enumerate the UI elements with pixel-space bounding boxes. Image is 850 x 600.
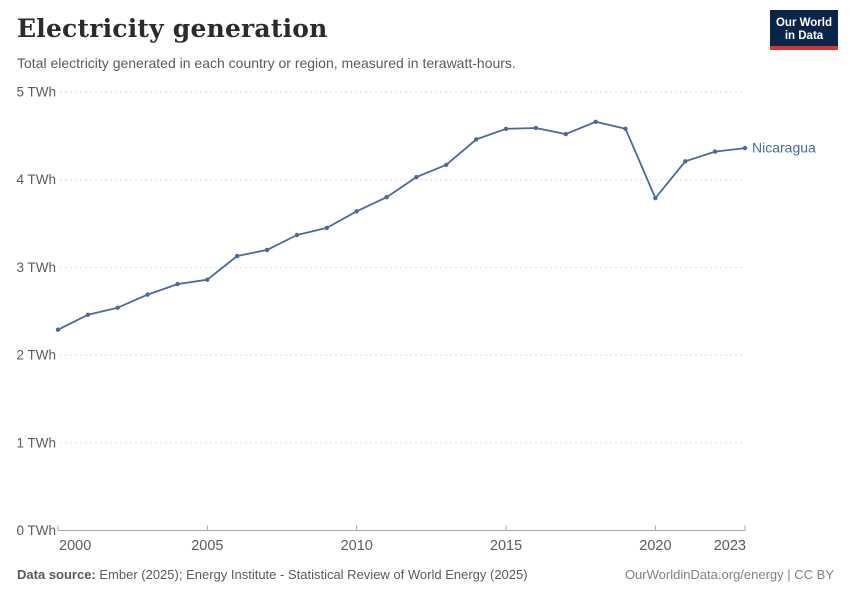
- data-point[interactable]: [474, 137, 479, 142]
- owid-logo-accent-bar: [770, 46, 838, 50]
- x-axis-label: 2020: [639, 538, 671, 554]
- chart-canvas: 0 TWh 1 TWh 2 TWh 3 TWh 4 TWh 5 TWh 2000 2005 20…: [16, 85, 816, 555]
- owid-logo[interactable]: Our World in Data: [770, 10, 838, 50]
- data-point[interactable]: [683, 159, 688, 164]
- data-point[interactable]: [235, 253, 240, 259]
- data-point[interactable]: [264, 247, 270, 253]
- data-point[interactable]: [115, 305, 120, 310]
- data-point[interactable]: [653, 195, 658, 201]
- data-point[interactable]: [55, 327, 61, 332]
- data-point[interactable]: [175, 281, 180, 287]
- data-point[interactable]: [354, 209, 359, 214]
- series-line[interactable]: [57, 120, 746, 331]
- chart-subtitle: Total electricity generated in each coun…: [17, 55, 516, 71]
- series-label[interactable]: Nicaragua: [752, 140, 816, 156]
- y-axis-label: 5 TWh: [16, 85, 56, 100]
- page-title: Electricity generation: [17, 14, 328, 43]
- data-point[interactable]: [563, 131, 568, 137]
- owid-footer-link[interactable]: OurWorldinData.org/energy | CC BY: [624, 567, 834, 582]
- data-point[interactable]: [503, 126, 509, 131]
- data-point[interactable]: [324, 225, 329, 231]
- data-point[interactable]: [444, 162, 449, 167]
- data-point[interactable]: [593, 119, 598, 124]
- data-point[interactable]: [294, 232, 300, 238]
- x-axis-label: 2000: [59, 538, 91, 554]
- data-point[interactable]: [742, 145, 748, 151]
- data-point[interactable]: [623, 126, 628, 131]
- y-axis-label: 3 TWh: [16, 260, 56, 275]
- x-axis-label: 2023: [714, 538, 746, 554]
- y-axis-label: 4 TWh: [16, 172, 56, 187]
- x-axis-label: 2010: [341, 538, 373, 554]
- data-point[interactable]: [533, 125, 539, 131]
- owid-logo-text-line1: Our World: [775, 16, 832, 29]
- data-point[interactable]: [384, 195, 389, 200]
- data-point[interactable]: [145, 292, 150, 297]
- data-point[interactable]: [712, 149, 718, 154]
- line-chart: 0 TWh 1 TWh 2 TWh 3 TWh 4 TWh 5 TWh 2000 2005 20…: [0, 80, 850, 555]
- data-source-text: Ember (2025); Energy Institute - Statist…: [95, 567, 528, 582]
- y-axis-label: 2 TWh: [16, 348, 56, 363]
- y-axis-label: 0 TWh: [16, 523, 56, 538]
- data-point[interactable]: [205, 277, 210, 282]
- data-source-label: Data source:: [17, 567, 96, 582]
- data-point[interactable]: [414, 174, 419, 180]
- data-source-note: Data source: Ember (2025); Energy Instit…: [17, 566, 528, 583]
- x-axis-label: 2005: [191, 538, 223, 554]
- owid-logo-text-line2: in Data: [784, 30, 824, 42]
- data-point[interactable]: [85, 312, 91, 317]
- x-axis-label: 2015: [490, 538, 522, 554]
- y-axis-label: 1 TWh: [16, 435, 56, 450]
- chart-footer: Data source: Ember (2025); Energy Instit…: [0, 566, 850, 583]
